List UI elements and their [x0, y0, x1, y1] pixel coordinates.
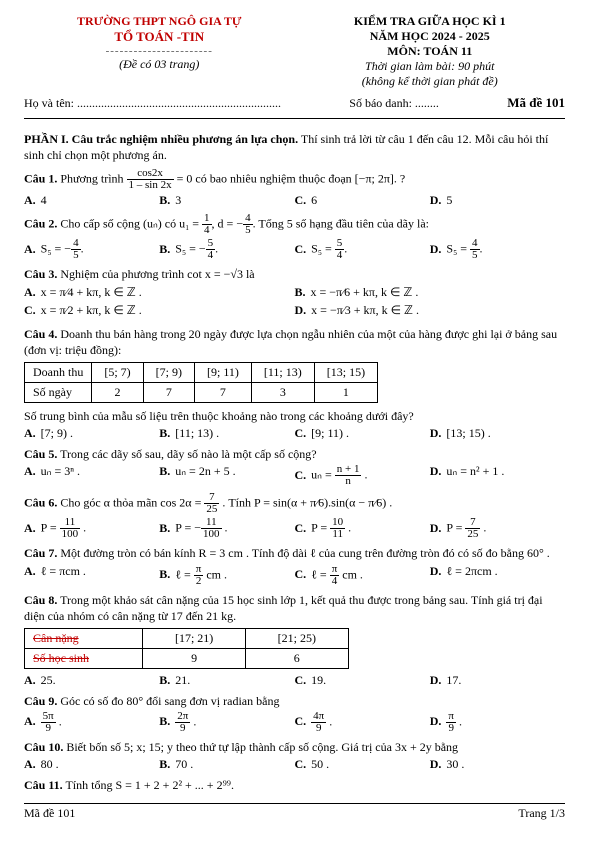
q6: Câu 6. Cho góc α thỏa mãn cos 2α = 725 .… [24, 492, 565, 515]
q5: Câu 5. Trong các dãy số sau, dãy số nào … [24, 446, 565, 462]
q4: Câu 4. Doanh thu bán hàng trong 20 ngày … [24, 326, 565, 358]
part1-title: PHẦN I. Câu trắc nghiệm nhiều phương án … [24, 131, 565, 163]
q1-choices: A. 4 B. 3 C. 6 D. 5 [24, 193, 565, 208]
pages-note: (Đề có 03 trang) [24, 57, 295, 72]
q5-choices: A. uₙ = 3ⁿ . B. uₙ = 2n + 5 . C. uₙ = n … [24, 464, 565, 487]
exam-note: (không kể thời gian phát đề) [295, 74, 566, 89]
q1-after: = 0 có bao nhiêu nghiệm thuộc đoạn [−π; … [177, 172, 406, 186]
header-left: TRƯỜNG THPT NGÔ GIA TỰ TỔ TOÁN -TIN ----… [24, 14, 295, 89]
group-name: TỔ TOÁN -TIN [24, 29, 295, 45]
q3-choices: A. x = π⁄4 + kπ, k ∈ ℤ . B. x = −π⁄6 + k… [24, 285, 565, 321]
exam-page: TRƯỜNG THPT NGÔ GIA TỰ TỔ TOÁN -TIN ----… [0, 0, 589, 842]
header: TRƯỜNG THPT NGÔ GIA TỰ TỔ TOÁN -TIN ----… [24, 14, 565, 89]
q9-choices: A. 5π9 . B. 2π9 . C. 4π9 . D. π9 . [24, 711, 565, 734]
q1-c: C. 6 [295, 193, 430, 208]
ma-de: Mã đề 101 [507, 95, 565, 111]
q8-row2-label: Số học sinh [33, 651, 89, 665]
footer: Mã đề 101 Trang 1/3 [24, 806, 565, 821]
q1: Câu 1. Phương trình cos2x1 – sin 2x = 0 … [24, 168, 565, 191]
exam-year: NĂM HỌC 2024 - 2025 [295, 29, 566, 44]
q8-row1-label: Cân nặng [33, 631, 79, 645]
part1-bold: PHẦN I. Câu trắc nghiệm nhiều phương án … [24, 132, 298, 146]
q1-d: D. 5 [430, 193, 565, 208]
q1-before: Phương trình [60, 172, 126, 186]
q1-label: Câu 1. [24, 172, 57, 186]
q7-choices: A. ℓ = πcm . B. ℓ = π2 cm . C. ℓ = π4 cm… [24, 564, 565, 587]
q3: Câu 3. Nghiệm của phương trình cot x = −… [24, 266, 565, 282]
q10-choices: A. 80 . B. 70 . C. 50 . D. 30 . [24, 757, 565, 772]
q10: Câu 10. Biết bốn số 5; x; 15; y theo thứ… [24, 739, 565, 755]
q1-a: A. 4 [24, 193, 159, 208]
q2: Câu 2. Cho cấp số cộng (uₙ) có u₁ = 14, … [24, 213, 565, 236]
q9: Câu 9. Góc có số đo 80° đổi sang đơn vị … [24, 693, 565, 709]
q4-choices: A. [7; 9) . B. [11; 13) . C. [9; 11) . D… [24, 426, 565, 441]
header-dashes: ----------------------- [24, 45, 295, 57]
exam-title: KIỂM TRA GIỮA HỌC KÌ 1 [295, 14, 566, 29]
footer-rule [24, 803, 565, 804]
q8-choices: A. 25. B. 21. C. 19. D. 17. [24, 673, 565, 688]
q2-label: Câu 2. [24, 217, 57, 231]
school-name: TRƯỜNG THPT NGÔ GIA TỰ [24, 14, 295, 29]
q1-fraction: cos2x1 – sin 2x [127, 168, 174, 191]
q4-post: Số trung bình của mẫu số liệu trên thuộc… [24, 408, 565, 424]
q1-b: B. 3 [159, 193, 294, 208]
q2-choices: A. S₅ = −45. B. S₅ = −54. C. S₅ = 54. D.… [24, 238, 565, 261]
footer-right: Trang 1/3 [518, 806, 565, 821]
sbd-field: Số báo danh: ........ [349, 96, 439, 111]
q11: Câu 11. Tính tổng S = 1 + 2 + 2² + ... +… [24, 777, 565, 793]
q7: Câu 7. Một đường tròn có bán kính R = 3 … [24, 545, 565, 561]
q4-table: Doanh thu [5; 7) [7; 9) [9; 11) [11; 13)… [24, 362, 378, 403]
q6-choices: A. P = 11100 . B. P = −11100 . C. P = 10… [24, 517, 565, 540]
separator-line [24, 118, 565, 119]
footer-left: Mã đề 101 [24, 806, 75, 821]
q8: Câu 8. Trong một khảo sát cân nặng của 1… [24, 592, 565, 624]
header-right: KIỂM TRA GIỮA HỌC KÌ 1 NĂM HỌC 2024 - 20… [295, 14, 566, 89]
exam-time: Thời gian làm bài: 90 phút [295, 59, 566, 74]
q8-table: Cân nặng [17; 21) [21; 25) Số học sinh 9… [24, 628, 349, 669]
exam-subject: MÔN: TOÁN 11 [295, 44, 566, 59]
name-field: Họ và tên: .............................… [24, 96, 281, 111]
name-row: Họ và tên: .............................… [24, 95, 565, 111]
